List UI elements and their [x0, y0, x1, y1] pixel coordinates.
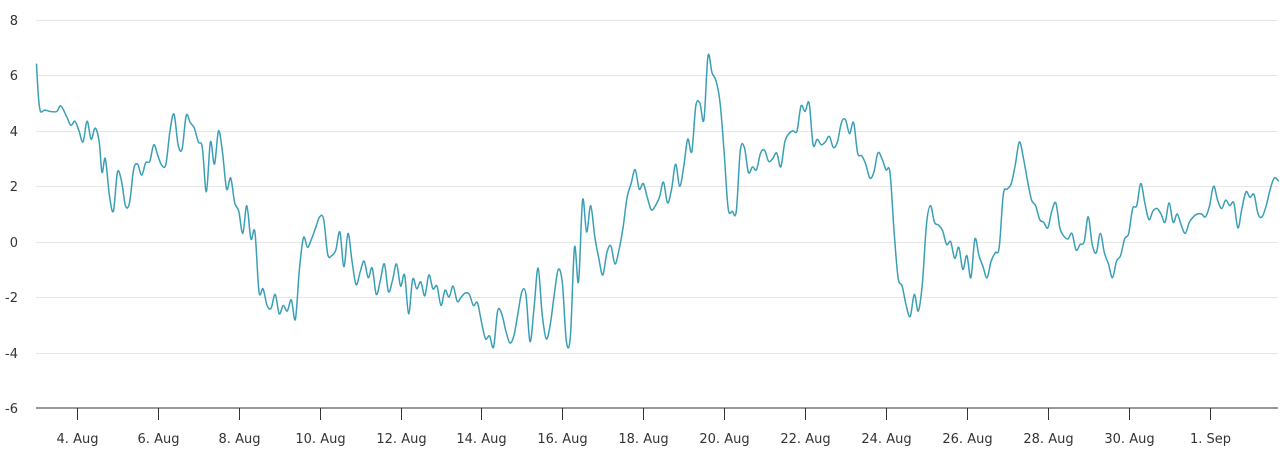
x-axis-label: 1. Sep: [1190, 432, 1231, 447]
x-axis-label: 28. Aug: [1023, 432, 1073, 447]
y-axis-label: 8: [10, 14, 18, 29]
y-axis-label: -6: [5, 402, 18, 417]
gridlines: [36, 20, 1278, 354]
x-axis-label: 14. Aug: [456, 432, 506, 447]
y-axis-label: -4: [5, 347, 18, 362]
x-axis-label: 20. Aug: [699, 432, 749, 447]
y-axis-label: 6: [10, 69, 18, 84]
x-axis-label: 24. Aug: [861, 432, 911, 447]
x-axis-label: 6. Aug: [138, 432, 180, 447]
y-axis-label: 2: [10, 180, 18, 195]
x-axis-label: 10. Aug: [295, 432, 345, 447]
x-axis-label: 16. Aug: [537, 432, 587, 447]
y-axis-label: -2: [5, 291, 18, 306]
x-axis-label: 22. Aug: [780, 432, 830, 447]
x-axis-label: 26. Aug: [942, 432, 992, 447]
series-line[interactable]: [35, 53, 1280, 349]
x-axis-label: 4. Aug: [57, 432, 99, 447]
y-axis-label: 4: [10, 125, 18, 140]
y-axis-label: 0: [10, 236, 18, 251]
x-axis-label: 8. Aug: [219, 432, 261, 447]
x-axis-label: 30. Aug: [1104, 432, 1154, 447]
x-axis-label: 12. Aug: [376, 432, 426, 447]
x-axis-label: 18. Aug: [618, 432, 668, 447]
y-axis-labels: 8 6 4 2 0 -2 -4 -6: [5, 14, 18, 417]
x-axis-labels: 4. Aug 6. Aug 8. Aug 10. Aug 12. Aug 14. Aug 1…: [57, 432, 1231, 447]
x-axis-ticks: [77, 408, 1211, 420]
